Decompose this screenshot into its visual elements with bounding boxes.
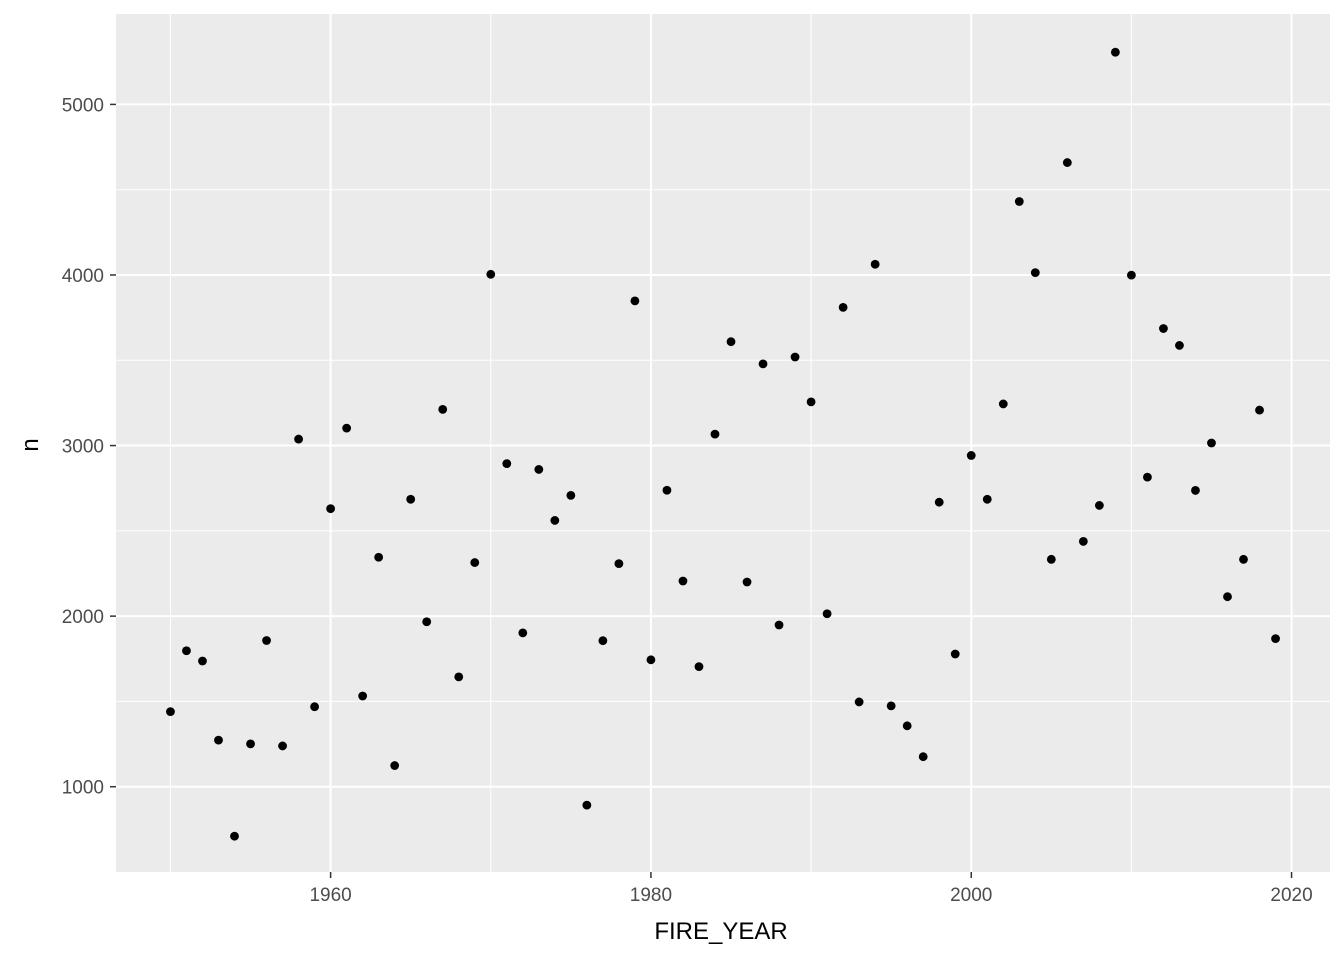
data-point: [1191, 486, 1200, 495]
y-tick-label: 2000: [62, 607, 104, 628]
data-point: [502, 459, 512, 469]
y-axis-ticks: 1000 2000 3000 4000 5000: [62, 95, 116, 799]
data-point: [774, 620, 784, 630]
y-tick-label: 4000: [62, 266, 104, 287]
x-axis-ticks: 1960 1980 2000 2020: [309, 872, 1313, 906]
data-point: [1030, 268, 1040, 277]
x-tick-label: 2020: [1270, 885, 1312, 906]
data-point: [966, 451, 976, 460]
data-point: [582, 800, 592, 810]
y-tick-label: 5000: [62, 95, 104, 116]
data-point: [934, 497, 944, 507]
data-point: [1046, 554, 1056, 564]
data-point: [982, 494, 992, 504]
data-point: [278, 741, 287, 751]
data-point: [1239, 554, 1248, 564]
data-point: [246, 739, 255, 749]
data-point: [1127, 270, 1136, 280]
data-point: [1175, 341, 1184, 350]
data-point: [1223, 592, 1232, 602]
data-point: [726, 337, 736, 347]
x-tick-label: 1960: [309, 885, 351, 906]
data-point: [342, 423, 352, 433]
data-point: [486, 269, 496, 279]
data-point: [1110, 47, 1120, 57]
data-point: [1207, 438, 1216, 448]
data-point: [454, 672, 464, 682]
data-point: [1271, 634, 1280, 644]
data-point: [198, 656, 207, 666]
data-point: [918, 752, 928, 762]
data-point: [806, 397, 816, 407]
y-tick-label: 3000: [62, 437, 104, 458]
data-point: [742, 577, 752, 587]
data-point: [710, 429, 720, 439]
y-axis-title: n: [17, 438, 44, 451]
data-point: [262, 636, 271, 645]
data-point: [646, 655, 656, 665]
data-point: [1094, 501, 1104, 510]
data-point: [822, 609, 832, 619]
data-point: [886, 701, 896, 711]
data-point: [678, 576, 688, 586]
data-point: [310, 702, 319, 712]
y-tick-label: 1000: [62, 778, 104, 799]
data-point: [1159, 324, 1168, 333]
data-point: [326, 504, 336, 514]
data-point: [406, 494, 416, 504]
data-point: [662, 485, 672, 495]
data-point: [614, 559, 624, 568]
data-point: [166, 707, 175, 717]
data-point: [902, 721, 912, 731]
data-point: [534, 465, 544, 474]
data-point: [470, 558, 480, 567]
data-point: [758, 359, 768, 369]
data-point: [950, 649, 960, 659]
data-point: [294, 434, 303, 444]
data-point: [598, 636, 608, 646]
data-point: [1014, 197, 1024, 206]
data-point: [438, 404, 448, 414]
data-point: [790, 352, 800, 362]
x-tick-label: 1980: [630, 885, 672, 906]
data-point: [998, 399, 1008, 409]
data-point: [214, 735, 223, 745]
x-axis-title: FIRE_YEAR: [654, 918, 787, 945]
data-point: [182, 646, 191, 656]
data-point: [838, 302, 848, 312]
data-point: [854, 697, 864, 707]
data-point: [518, 628, 528, 638]
data-point: [1062, 158, 1072, 167]
plot-panel: [116, 14, 1330, 872]
major-gridlines: [116, 14, 1330, 872]
data-point: [1255, 405, 1264, 415]
data-point: [374, 552, 384, 562]
x-tick-label: 2000: [950, 885, 992, 906]
data-point: [1143, 472, 1152, 482]
data-point: [630, 296, 640, 306]
data-point: [230, 831, 239, 841]
data-point: [870, 259, 880, 269]
data-point: [1078, 537, 1088, 546]
minor-gridlines: [116, 14, 1330, 872]
data-point: [390, 761, 400, 770]
data-point: [422, 617, 432, 627]
data-point: [358, 691, 368, 701]
data-point: [694, 662, 704, 672]
data-point: [566, 490, 576, 500]
data-point: [550, 516, 560, 525]
data-points: [166, 47, 1280, 841]
